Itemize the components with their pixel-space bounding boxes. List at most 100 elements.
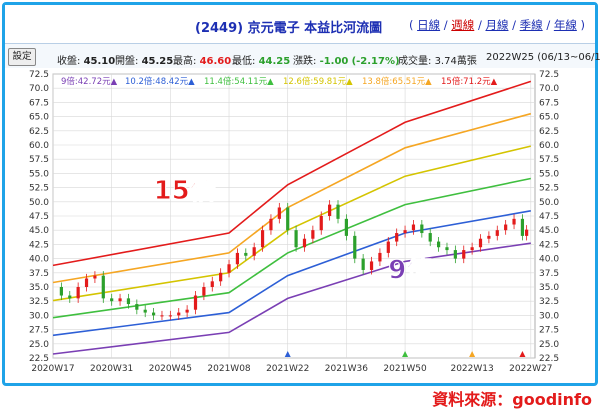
candle-body [151,312,156,316]
y-tick-right: 45.0 [539,226,559,236]
legend-item: 12.6倍:59.81元▲ [283,76,353,87]
candle-body [453,250,457,259]
event-marker [284,351,291,357]
candle-body [68,295,72,299]
period-field: 2022W25 (06/13~06/17) [486,52,600,63]
change-field: 漲跌: -1.00 (-2.17%) [293,56,400,67]
y-tick-right: 50.0 [539,198,559,208]
candle-body [168,315,172,317]
candle-body [487,235,491,239]
candle-body [235,252,240,265]
event-marker [402,351,409,357]
view-switcher: ( 日線 / 週線 / 月線 / 季線 / 年線 ) [409,17,585,33]
y-tick-right: 25.0 [539,340,559,350]
candle-body [302,238,307,248]
candle-body [495,230,499,236]
candle-body [470,247,474,251]
y-tick-left: 65.0 [29,113,49,123]
view-daily[interactable]: 日線 [417,18,441,32]
candle-body [386,241,390,253]
y-tick-right: 55.0 [539,169,559,179]
views-sep: / [512,18,516,32]
pe-line-11.4倍 [52,177,531,319]
close-field: 收盤: 45.10 [57,56,116,67]
y-tick-right: 30.0 [539,311,559,321]
low-field: 最低: 44.25 [232,56,291,67]
source-credit: 資料來源：goodinfo [432,390,592,409]
candle-body [135,304,139,310]
candle-body [336,204,340,219]
y-tick-left: 35.0 [29,283,49,293]
candle-body [244,252,248,256]
candle-body [84,278,89,287]
legend-item: 9倍:42.72元▲ [61,76,118,87]
y-tick-right: 37.5 [539,269,559,279]
views-open: ( [408,18,414,32]
candle-body [311,230,315,239]
candle-body [428,233,432,242]
candle-body [93,275,97,279]
candle-body [403,230,407,234]
x-tick-label: 2021W22 [266,364,309,374]
candle-body [361,258,365,270]
y-tick-right: 22.5 [539,354,559,364]
candle-body [126,298,131,305]
title-bar: (2449) 京元電子 本益比河流圖 ( 日線 / 週線 / 月線 / 季線 /… [5,5,595,44]
candle-body [277,207,281,219]
candle-body [378,252,382,262]
candle-body [445,247,449,251]
candle-body [328,204,332,216]
y-tick-left: 72.5 [29,70,49,80]
candle-body [344,218,348,236]
candle-body [294,230,298,248]
candle-body [193,295,198,310]
candle-body [286,207,290,231]
x-tick-label: 2020W45 [149,364,192,374]
y-tick-right: 42.5 [539,240,559,250]
open-field: 開盤: 45.25 [115,56,174,67]
y-tick-left: 57.5 [29,155,49,165]
settings-button[interactable]: 設定 [8,48,36,66]
y-tick-right: 32.5 [539,297,559,307]
x-tick-label: 2022W27 [509,364,552,374]
y-tick-right: 65.0 [539,113,559,123]
y-tick-right: 52.5 [539,184,559,194]
candle-body [260,230,265,248]
y-tick-right: 72.5 [539,70,559,80]
candle-body [110,298,114,302]
event-marker [469,351,476,357]
candle-body [160,315,164,317]
candle-body [369,261,374,270]
candle-body [202,287,206,296]
x-tick-label: 2022W13 [450,364,493,374]
y-tick-right: 67.5 [539,98,559,108]
y-tick-left: 45.0 [29,226,49,236]
view-monthly[interactable]: 月線 [485,18,509,32]
candle-body [462,250,466,259]
y-tick-left: 42.5 [29,240,49,250]
candle-body [59,287,63,296]
annotation-15x: 15倍 [154,175,216,206]
candle-body [525,229,529,236]
x-tick-label: 2020W17 [31,364,74,374]
high-field: 最高: 46.60 [173,56,232,67]
y-tick-right: 70.0 [539,84,559,94]
candle-body [504,224,508,231]
view-quarterly[interactable]: 季線 [519,18,543,32]
candle-body [118,298,122,302]
y-tick-left: 67.5 [29,98,49,108]
views-sep: / [443,18,448,32]
y-tick-left: 32.5 [29,297,49,307]
pe-line-10.2倍 [52,210,531,337]
candle-body [478,238,483,248]
candle-body [395,233,399,242]
pe-line-15倍 [52,80,532,267]
x-tick-label: 2021W36 [325,364,369,374]
view-weekly[interactable]: 週線 [451,18,475,32]
legend-item: 13.8倍:65.51元▲ [362,76,432,87]
views-close: ) [580,18,586,32]
view-yearly[interactable]: 年線 [553,18,577,32]
views-sep: / [546,18,551,32]
candle-body [227,264,231,273]
legend-item: 15倍:71.2元▲ [441,76,498,87]
